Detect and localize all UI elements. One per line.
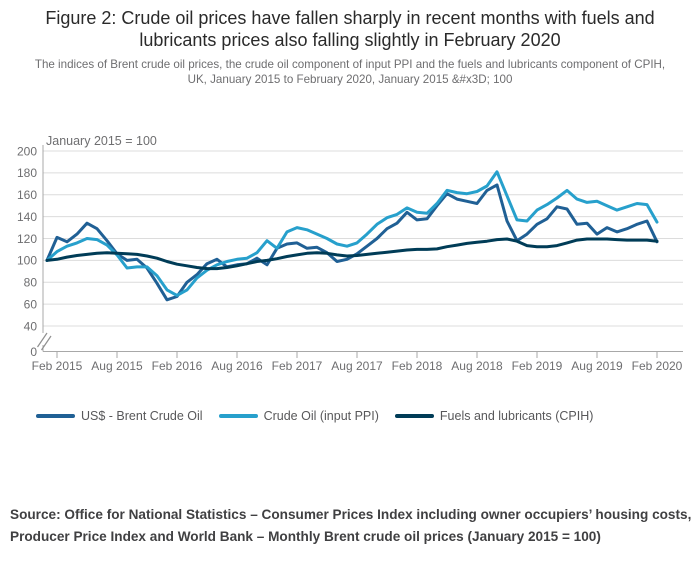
x-tick-label: Feb 2017 (272, 359, 323, 373)
x-tick-label: Aug 2015 (91, 359, 143, 373)
y-tick-label: 80 (24, 276, 38, 290)
index-base-label: January 2015 = 100 (46, 134, 157, 148)
x-tick-label: Feb 2019 (512, 359, 563, 373)
legend-item-ppi: Crude Oil (input PPI) (218, 409, 379, 423)
legend-swatch-cpih (394, 414, 434, 418)
y-tick-label: 180 (17, 166, 37, 180)
axis-break-slash (41, 335, 52, 351)
x-tick-label: Feb 2018 (392, 359, 443, 373)
axis-break-slash (37, 332, 48, 348)
x-tick-label: Aug 2018 (451, 359, 503, 373)
y-tick-label: 40 (24, 319, 38, 333)
y-tick-label: 200 (17, 144, 37, 158)
x-tick-label: Feb 2020 (632, 359, 683, 373)
legend-item-brent: US$ - Brent Crude Oil (36, 409, 203, 423)
y-tick-label: 60 (24, 297, 38, 311)
legend-swatch-ppi (218, 414, 258, 418)
figure-subtitle: The indices of Brent crude oil prices, t… (34, 58, 666, 87)
x-tick-label: Aug 2016 (211, 359, 263, 373)
source-note: Source: Office for National Statistics –… (10, 507, 692, 544)
axis-break-gap (41, 333, 46, 345)
legend-label-ppi: Crude Oil (input PPI) (263, 409, 379, 423)
y-tick-label: 0 (30, 345, 37, 359)
x-tick-label: Feb 2016 (152, 359, 203, 373)
series-line-2 (45, 237, 659, 271)
x-tick-label: Aug 2017 (331, 359, 383, 373)
y-tick-label: 100 (17, 254, 37, 268)
legend-label-brent: US$ - Brent Crude Oil (81, 409, 203, 423)
y-tick-label: 140 (17, 210, 37, 224)
series-line-0 (45, 183, 659, 302)
y-tick-label: 120 (17, 232, 37, 246)
series-line-1 (45, 170, 659, 297)
legend-item-cpih: Fuels and lubricants (CPIH) (394, 409, 594, 423)
chart-legend: US$ - Brent Crude Oil Crude Oil (input P… (36, 409, 609, 423)
legend-label-cpih: Fuels and lubricants (CPIH) (439, 409, 594, 423)
y-tick-label: 160 (17, 188, 37, 202)
x-tick-label: Feb 2015 (32, 359, 83, 373)
x-tick-label: Aug 2019 (571, 359, 623, 373)
figure-title: Figure 2: Crude oil prices have fallen s… (45, 8, 655, 51)
legend-swatch-brent (36, 414, 75, 418)
